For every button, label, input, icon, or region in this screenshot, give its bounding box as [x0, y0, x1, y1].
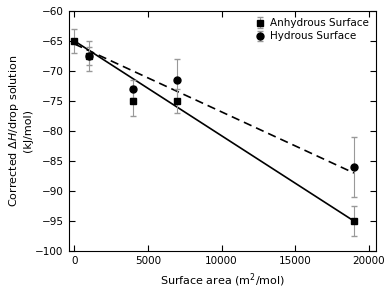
- Legend: Anhydrous Surface, Hydrous Surface: Anhydrous Surface, Hydrous Surface: [253, 16, 371, 44]
- Y-axis label: Corrected $\Delta H$/drop solution
(kJ/mol): Corrected $\Delta H$/drop solution (kJ/m…: [7, 55, 33, 207]
- X-axis label: Surface area (m$^2$/mol): Surface area (m$^2$/mol): [160, 271, 285, 289]
